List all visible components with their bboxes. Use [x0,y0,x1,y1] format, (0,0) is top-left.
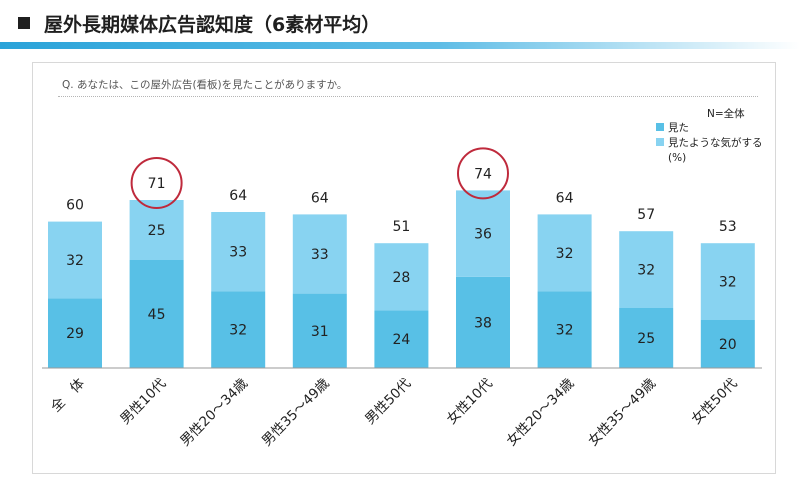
bar-segment-felt-saw [619,231,674,308]
legend-label-felt-saw: 見たような気がする [668,136,763,149]
data-label-felt-saw: 32 [66,253,84,269]
bar-segment-saw [211,291,266,368]
data-label-total: 64 [556,190,574,206]
data-label-saw: 31 [311,324,329,340]
data-label-saw: 38 [474,315,492,331]
x-tick-label: 男性10代 [117,375,169,427]
legend-swatch-felt-saw [656,138,664,146]
data-label-felt-saw: 32 [719,275,737,291]
bar-segment-felt-saw [537,214,592,292]
data-label-total: 51 [392,219,410,235]
data-label-felt-saw: 28 [392,270,410,286]
title-gradient-rule [0,42,800,49]
x-tick-label: 男性50代 [362,375,414,427]
data-label-saw: 32 [556,323,574,339]
data-label-total: 74 [474,166,492,182]
data-label-total: 60 [66,198,84,214]
bar-segment-felt-saw [211,212,266,292]
data-label-felt-saw: 33 [311,247,329,263]
data-label-total: 64 [229,188,247,204]
sample-note: N=全体 [707,107,745,120]
bar-segment-felt-saw [292,214,347,294]
bar-segment-saw [537,291,592,368]
bar-segment-saw [374,310,429,368]
question-text: Q. あなたは、この屋外広告(看板)を見たことがありますか。 [62,79,348,91]
data-label-saw: 29 [66,326,84,342]
data-label-total: 53 [719,219,737,235]
x-tick-label: 全 体 [47,374,88,415]
data-label-saw: 32 [229,323,247,339]
bar-segment-saw [48,298,102,368]
x-tick-label: 女性10代 [443,374,496,427]
data-label-felt-saw: 32 [637,263,655,279]
data-label-total: 64 [311,190,329,206]
bar-segment-felt-saw [129,200,184,260]
data-label-felt-saw: 36 [474,227,492,243]
data-label-total: 57 [637,207,655,223]
bar-segment-saw [292,293,347,368]
bar-segment-saw [129,260,184,368]
x-tick-label: 男性35～49歳 [259,375,333,449]
bar-segment-felt-saw [700,243,755,320]
page-title-text: 屋外長期媒体広告認知度（6素材平均） [44,13,381,36]
title-square-icon [18,17,30,29]
data-label-saw: 45 [148,307,166,323]
data-label-felt-saw: 25 [148,223,166,239]
data-label-saw: 24 [392,332,410,348]
bar-segment-felt-saw [456,190,510,277]
data-label-felt-saw: 32 [556,246,574,262]
data-label-total: 71 [148,176,166,192]
question-divider [58,96,758,97]
x-tick-label: 女性20～34歳 [503,374,578,449]
x-tick-label: 女性35～49歳 [585,374,660,449]
unit-note: (%) [668,152,686,164]
x-tick-label: 男性20～34歳 [177,375,251,449]
data-label-saw: 25 [637,331,655,347]
data-label-saw: 20 [719,337,737,353]
bar-segment-saw [456,276,510,368]
bar-segment-felt-saw [48,221,102,299]
bar-segment-saw [619,308,674,368]
legend-swatch-saw [656,123,664,131]
page-title: 屋外長期媒体広告認知度（6素材平均） [18,10,380,36]
data-label-felt-saw: 33 [229,245,247,261]
highlight-circle [457,147,509,200]
legend-label-saw: 見た [668,122,689,134]
x-tick-label: 女性50代 [688,374,741,427]
bar-segment-felt-saw [374,243,429,311]
bar-segment-saw [700,320,755,368]
highlight-circle [130,157,183,209]
